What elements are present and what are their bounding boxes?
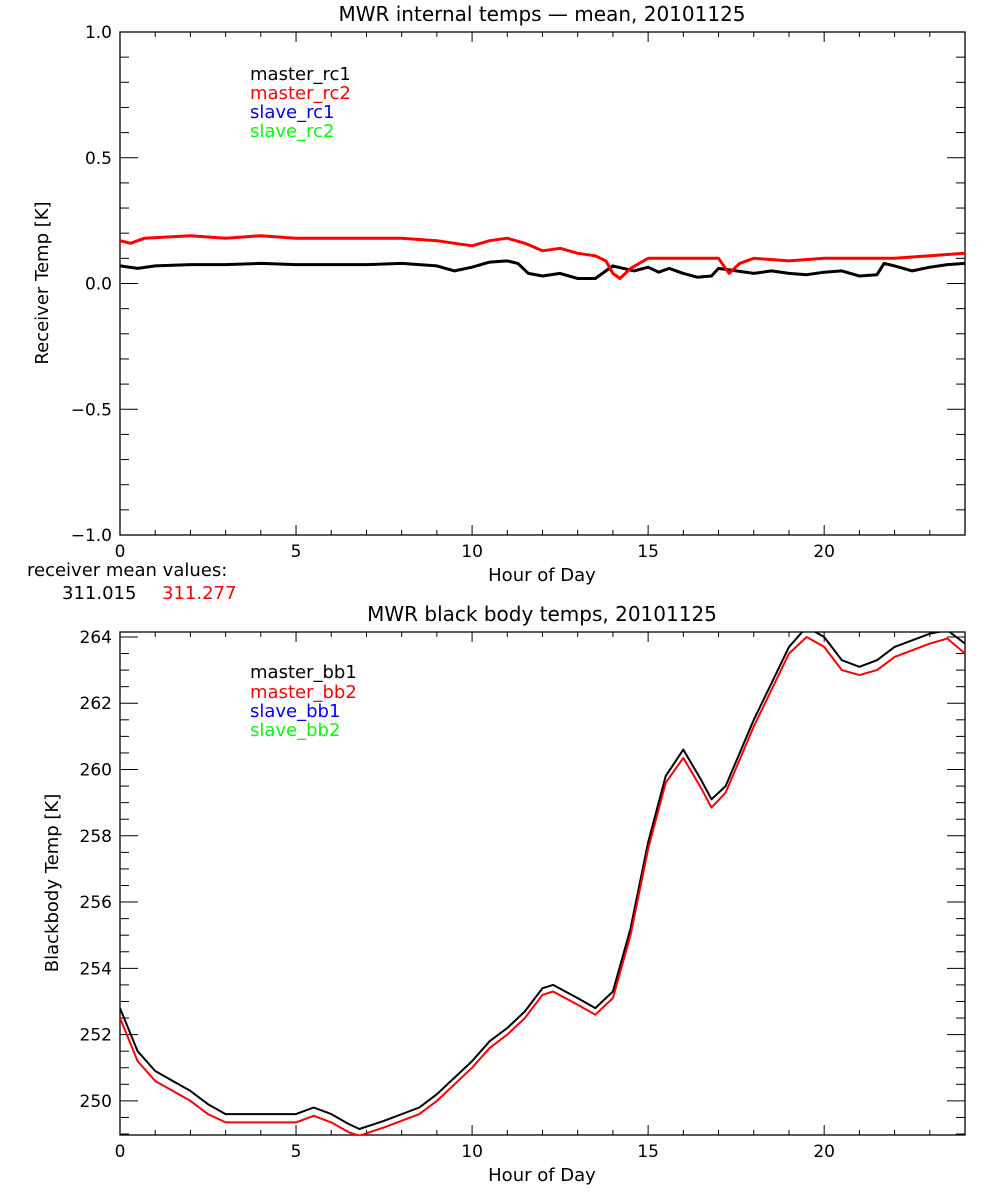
receiver-mean-value-rc1: 311.015 — [62, 583, 136, 604]
chart-title: MWR internal temps — mean, 20101125 — [338, 2, 745, 26]
y-tick-label: 0.0 — [85, 275, 112, 295]
x-tick-label: 10 — [461, 542, 483, 562]
y-tick-label: 256 — [80, 893, 112, 913]
y-tick-label: 252 — [80, 1026, 112, 1046]
x-tick-label: 15 — [637, 542, 659, 562]
receiver-mean-value-rc2: 311.277 — [162, 583, 236, 604]
x-tick-label: 0 — [115, 1142, 126, 1162]
y-tick-label: 264 — [80, 628, 112, 648]
x-tick-label: 20 — [813, 542, 835, 562]
legend-entry: slave_rc2 — [250, 121, 335, 142]
blackbody-temp-panel: MWR black body temps, 20101125 Hour of D… — [42, 602, 966, 1186]
x-tick-label: 15 — [637, 1142, 659, 1162]
legend-entry: master_bb2 — [250, 682, 357, 703]
legend-entry: master_rc1 — [250, 64, 351, 85]
y-tick-label: 254 — [80, 959, 112, 979]
chart-title: MWR black body temps, 20101125 — [367, 602, 717, 626]
legend-entry: master_rc2 — [250, 83, 351, 104]
series-line-master_bb2 — [120, 636, 965, 1135]
x-tick-label: 5 — [291, 542, 302, 562]
x-tick-label: 20 — [813, 1142, 835, 1162]
y-tick-label: 258 — [80, 827, 112, 847]
receiver-temp-panel: MWR internal temps — mean, 20101125 Hour… — [27, 2, 966, 604]
y-tick-label: 0.5 — [85, 149, 112, 169]
legend-entry: slave_bb2 — [250, 720, 340, 741]
y-tick-label: −0.5 — [71, 400, 112, 420]
x-tick-label: 10 — [461, 1142, 483, 1162]
x-tick-label: 5 — [291, 1142, 302, 1162]
y-tick-label: 1.0 — [85, 23, 112, 43]
legend-entry: slave_bb1 — [250, 701, 340, 722]
receiver-mean-label: receiver mean values: — [27, 560, 227, 581]
plot-frame — [119, 631, 966, 1136]
series-line-master_rc2 — [120, 234, 965, 280]
y-axis-label: Blackbody Temp [K] — [42, 794, 63, 972]
legend-entry: slave_rc1 — [250, 102, 335, 123]
y-tick-label: 250 — [80, 1092, 112, 1112]
x-tick-label: 0 — [115, 542, 126, 562]
x-axis-label: Hour of Day — [488, 565, 596, 586]
plot-frame — [119, 31, 966, 536]
series-line-master_bb1 — [120, 632, 965, 1130]
y-tick-label: −1.0 — [71, 526, 112, 546]
y-axis-label: Receiver Temp [K] — [32, 201, 53, 364]
series-line-master_rc1 — [120, 259, 965, 280]
legend-entry: master_bb1 — [250, 662, 357, 683]
x-axis-label: Hour of Day — [488, 1165, 596, 1186]
y-tick-label: 260 — [80, 761, 112, 781]
y-tick-label: 262 — [80, 694, 112, 714]
